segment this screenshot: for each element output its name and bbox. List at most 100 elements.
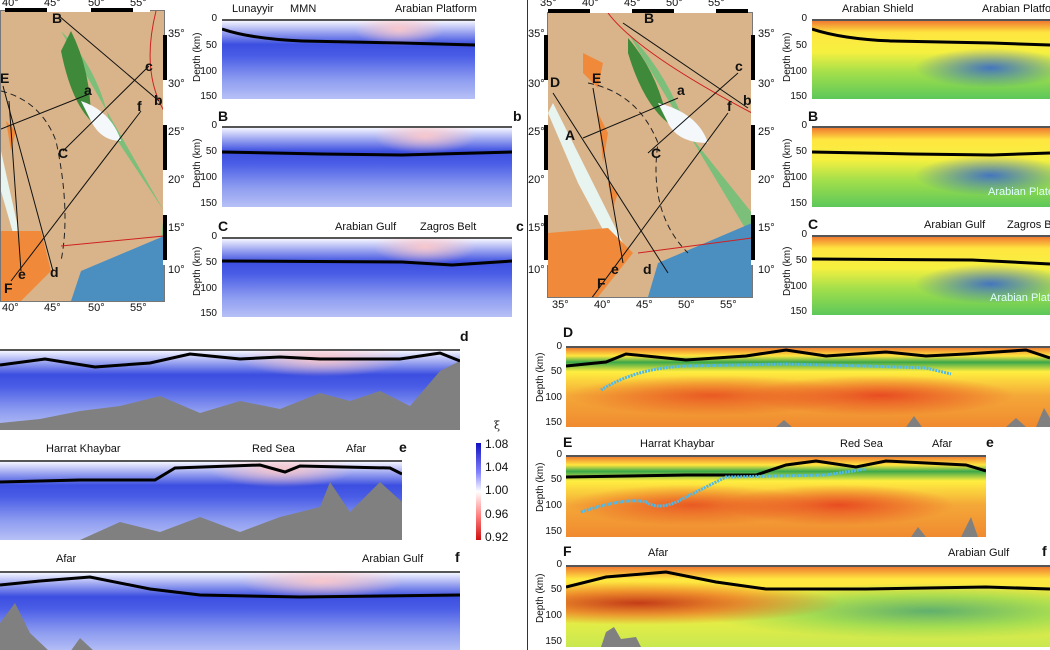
profile-label: C	[651, 145, 662, 161]
cross-section-B-xi	[222, 126, 512, 207]
region-label: Arabian Shield	[842, 3, 914, 15]
depth-tick: 0	[801, 229, 807, 240]
profile-label: b	[154, 92, 163, 108]
station-label: MMN	[290, 3, 317, 15]
region-label: Afar	[56, 553, 77, 565]
profile-label: f	[137, 98, 142, 114]
lon-label: 50°	[88, 302, 105, 314]
profile-end-label: f	[455, 549, 460, 565]
lon-label: 50°	[666, 0, 683, 9]
lat-label: 30°	[758, 78, 775, 90]
depth-tick: 100	[790, 172, 807, 183]
right-map-graphic	[548, 12, 753, 304]
right-map-top-scale	[548, 9, 748, 13]
lon-label: 45°	[624, 0, 641, 9]
lat-label: 35°	[758, 28, 775, 40]
right-map-lat-scale-left	[544, 35, 548, 265]
depth-tick: 50	[550, 366, 562, 377]
region-label: Arabian Gulf	[924, 219, 986, 231]
profile-label: a	[84, 82, 92, 98]
profile-start-label: B	[218, 108, 229, 124]
lat-label: 35°	[168, 28, 185, 40]
lat-label: 20°	[168, 174, 185, 186]
depth-tick: 150	[200, 198, 217, 209]
lon-label: 40°	[2, 0, 19, 9]
lon-label: 55°	[720, 299, 737, 311]
profile-label: e	[18, 266, 26, 282]
depth-tick: 150	[545, 417, 562, 428]
profile-label: E	[592, 70, 602, 86]
region-label: Afar	[648, 547, 669, 559]
moho-line	[812, 27, 1050, 47]
left-map-top-scale	[5, 8, 150, 12]
profile-label: c	[735, 58, 743, 74]
depth-tick: 0	[211, 120, 217, 131]
depth-tick: 0	[211, 231, 217, 242]
right-map	[547, 12, 753, 304]
region-label: Arabian Platform	[395, 3, 477, 15]
profile-end-label: e	[399, 439, 407, 455]
depth-tick: 0	[801, 120, 807, 131]
cross-section-B-vs: Arabian Plate	[812, 126, 1050, 207]
cross-section-E-vs	[566, 455, 986, 537]
lon-label: 40°	[2, 302, 19, 314]
cross-section-F-vs	[566, 565, 1050, 647]
depth-tick: 100	[200, 172, 217, 183]
profile-label: f	[727, 98, 732, 114]
region-label: Harrat Khaybar	[640, 438, 715, 450]
lon-label: 55°	[130, 0, 147, 9]
lon-label: 40°	[582, 0, 599, 9]
depth-tick: 50	[550, 584, 562, 595]
moho-and-mask	[0, 351, 460, 430]
cross-section-A-vs	[812, 19, 1050, 99]
lon-label: 35°	[552, 299, 569, 311]
moho-line	[812, 257, 1050, 266]
moho-and-mask	[0, 463, 402, 540]
station-label: Lunayyir	[232, 3, 274, 15]
depth-tick: 100	[790, 281, 807, 292]
profile-label: d	[643, 261, 652, 277]
depth-tick: 50	[205, 40, 217, 51]
colorbar	[476, 443, 481, 540]
lon-label: 55°	[130, 302, 147, 314]
region-label: Arabian Gulf	[362, 553, 424, 565]
region-label: Arabian Gulf	[948, 547, 1010, 559]
profile-label: E	[0, 70, 10, 86]
region-label: Afar	[932, 438, 953, 450]
depth-tick: 50	[205, 146, 217, 157]
lon-label: 45°	[44, 0, 61, 9]
depth-tick: 100	[545, 500, 562, 511]
depth-tick: 150	[545, 526, 562, 537]
plate-label: Arabian Plate	[988, 186, 1050, 198]
profile-end-label: f	[1042, 543, 1047, 559]
depth-tick: 50	[795, 146, 807, 157]
profile-label: a	[677, 82, 685, 98]
lon-label: 50°	[88, 0, 105, 9]
profile-label: d	[50, 264, 59, 280]
colorbar-tick: 0.96	[485, 507, 509, 521]
lon-label: 50°	[678, 299, 695, 311]
colorbar-tick: 1.08	[485, 437, 509, 451]
lat-label: 20°	[758, 174, 775, 186]
lon-label: 45°	[44, 302, 61, 314]
lat-label: 30°	[168, 78, 185, 90]
right-map-lat-scale-right	[751, 35, 755, 265]
colorbar-tick: 0.92	[485, 530, 509, 544]
profile-label: D	[550, 74, 561, 90]
depth-tick: 0	[801, 13, 807, 24]
cross-section-e-xi	[0, 460, 402, 540]
lat-label: 10°	[168, 264, 185, 276]
profile-label: F	[597, 275, 606, 291]
cross-section-d-xi	[0, 349, 460, 430]
cross-section-D-vs	[566, 346, 1050, 427]
lat-label: 15°	[168, 222, 185, 234]
moho-and-mask	[566, 570, 1050, 647]
profile-end-label: c	[516, 218, 524, 234]
profile-label: B	[644, 10, 655, 26]
profile-start-label: D	[563, 324, 574, 340]
depth-tick: 150	[200, 308, 217, 319]
depth-tick: 150	[790, 91, 807, 102]
panel-divider	[527, 0, 528, 650]
lat-label: 15°	[528, 222, 545, 234]
